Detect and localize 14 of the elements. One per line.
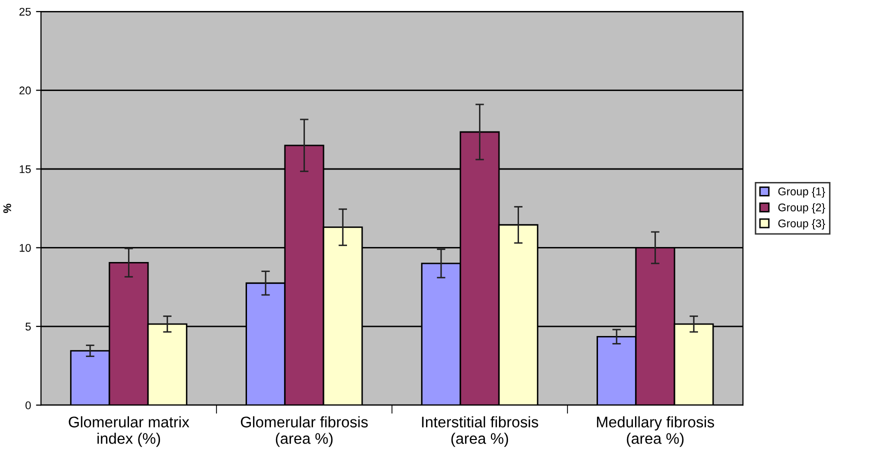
- y-tick-label: 15: [20, 165, 31, 174]
- x-tick-label: Medullary fibrosis (area %): [597, 416, 714, 447]
- y-tick-label: 20: [19, 86, 31, 94]
- y-tick-label: 10: [20, 244, 31, 252]
- y-tick-label: 25: [19, 8, 31, 16]
- legend-label: Group {3}: [778, 219, 826, 230]
- x-tick-label: Interstitial fibrosis (area %): [422, 416, 538, 447]
- x-tick-label: Glomerular fibrosis (area %): [240, 416, 368, 447]
- y-tick-label: 0: [26, 401, 31, 410]
- y-tick-label: 5: [26, 322, 31, 331]
- legend-label: Group {2}: [778, 203, 826, 214]
- y-axis-title: %: [3, 204, 12, 214]
- legend-label: Group {1}: [778, 187, 826, 198]
- x-tick-label: Glomerular matrix index (%): [68, 416, 190, 447]
